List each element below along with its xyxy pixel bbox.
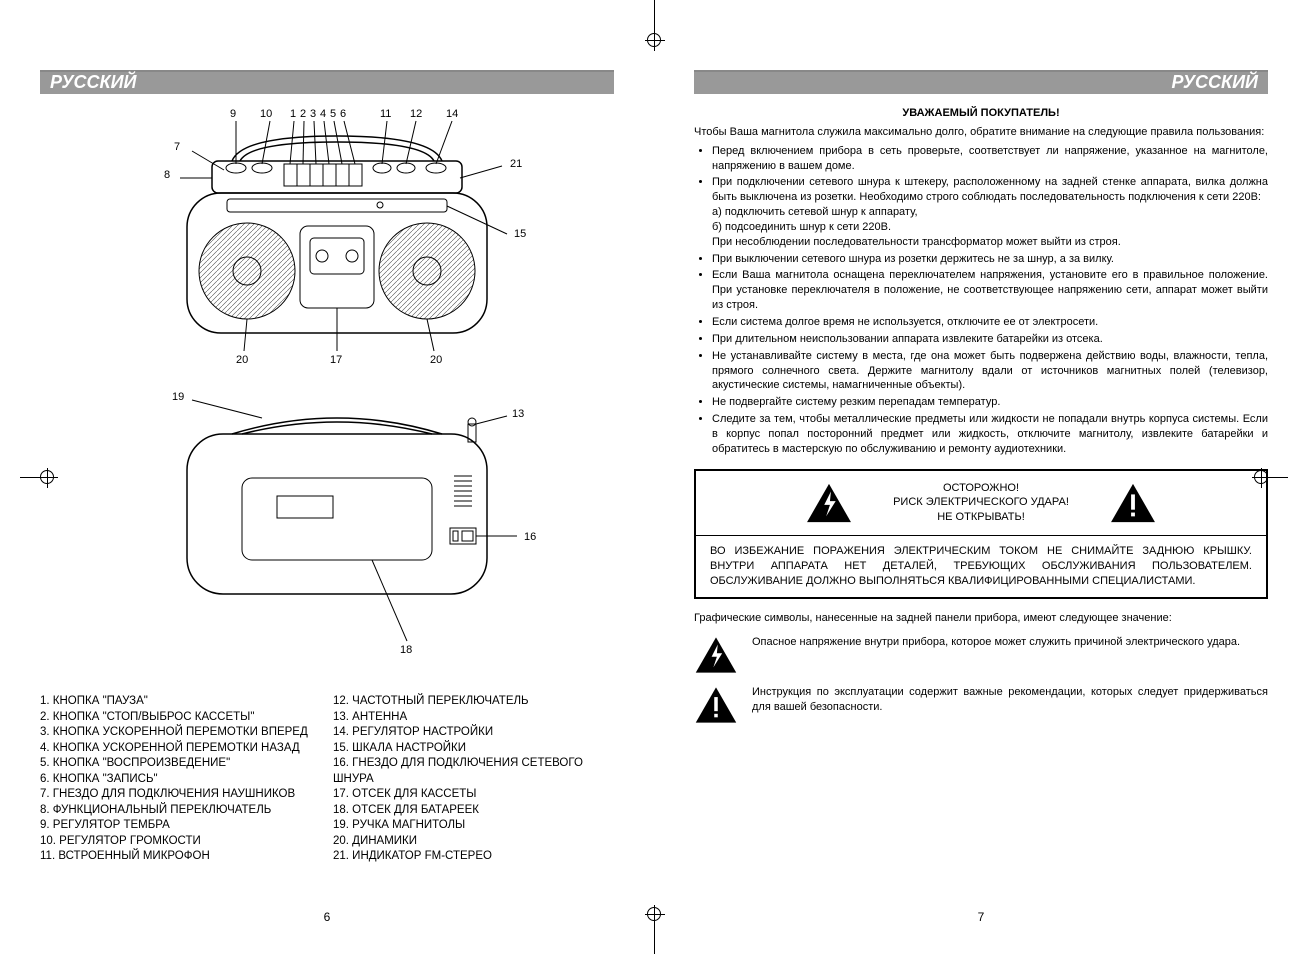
legend-item: 21. ИНДИКАТОР FM-СТЕРЕО xyxy=(333,849,614,865)
usage-rules-list: Перед включением прибора в сеть проверьт… xyxy=(694,144,1268,457)
legend-item: 19. РУЧКА МАГНИТОЛЫ xyxy=(333,818,614,834)
symbol-row-exclamation: Инструкция по эксплуатации содержит важн… xyxy=(694,685,1268,725)
boombox-back-diagram xyxy=(172,406,502,686)
callout-7: 7 xyxy=(174,141,180,153)
boombox-front-diagram xyxy=(172,126,502,386)
legend-item: 6. КНОПКА "ЗАПИСЬ" xyxy=(40,772,321,788)
legend-item: 11. ВСТРОЕННЫЙ МИКРОФОН xyxy=(40,849,321,865)
legend-item: 16. ГНЕЗДО ДЛЯ ПОДКЛЮЧЕНИЯ СЕТЕВОГО ШНУР… xyxy=(333,756,614,787)
rule-item: Не устанавливайте систему в места, где о… xyxy=(712,349,1268,394)
language-bar-left: РУССКИЙ xyxy=(40,70,614,94)
rule-item: При подключении сетевого шнура к штекеру… xyxy=(712,175,1268,249)
legend-item: 17. ОТСЕК ДЛЯ КАССЕТЫ xyxy=(333,787,614,803)
rule-item: Перед включением прибора в сеть проверьт… xyxy=(712,144,1268,174)
symbol-lightning-text: Опасное напряжение внутри прибора, котор… xyxy=(752,635,1268,650)
legend-item: 14. РЕГУЛЯТОР НАСТРОЙКИ xyxy=(333,725,614,741)
callout-3: 3 xyxy=(310,108,316,120)
rule-item: Не подвергайте систему резким перепадам … xyxy=(712,395,1268,410)
callout-20a: 20 xyxy=(236,354,248,366)
rule-subline: При несоблюдении последовательности тран… xyxy=(712,235,1268,250)
legend-item: 18. ОТСЕК ДЛЯ БАТАРЕЕК xyxy=(333,803,614,819)
legend-item: 8. ФУНКЦИОНАЛЬНЫЙ ПЕРЕКЛЮЧАТЕЛЬ xyxy=(40,803,321,819)
callout-5: 5 xyxy=(330,108,336,120)
rule-item: Следите за тем, чтобы металлические пред… xyxy=(712,412,1268,457)
warning-caution-text: ОСТОРОЖНО!РИСК ЭЛЕКТРИЧЕСКОГО УДАРА!НЕ О… xyxy=(893,481,1069,526)
rule-subline: б) подсоединить шнур к сети 220В. xyxy=(712,220,1268,235)
symbol-exclamation-text: Инструкция по эксплуатации содержит важн… xyxy=(752,685,1268,715)
diagram-area: 7 8 9 10 1 2 3 4 5 6 11 12 14 21 15 17 2… xyxy=(112,106,542,686)
symbols-intro: Графические символы, нанесенные на задне… xyxy=(694,611,1268,626)
legend-item: 15. ШКАЛА НАСТРОЙКИ xyxy=(333,741,614,757)
page-7: РУССКИЙ УВАЖАЕМЫЙ ПОКУПАТЕЛЬ! Чтобы Ваша… xyxy=(654,0,1308,954)
page-6: РУССКИЙ xyxy=(0,0,654,954)
callout-14: 14 xyxy=(446,108,458,120)
legend-item: 1. КНОПКА "ПАУЗА" xyxy=(40,694,321,710)
rule-item: Если Ваша магнитола оснащена переключате… xyxy=(712,268,1268,313)
callout-21: 21 xyxy=(510,158,522,170)
callout-19: 19 xyxy=(172,391,184,403)
exclamation-icon xyxy=(694,685,738,725)
legend-item: 4. КНОПКА УСКОРЕННОЙ ПЕРЕМОТКИ НАЗАД xyxy=(40,741,321,757)
lightning-icon xyxy=(805,482,853,524)
rule-subline: а) подключить сетевой шнур к аппарату, xyxy=(712,205,1268,220)
legend-item: 10. РЕГУЛЯТОР ГРОМКОСТИ xyxy=(40,834,321,850)
language-bar-right: РУССКИЙ xyxy=(694,70,1268,94)
legend-item: 20. ДИНАМИКИ xyxy=(333,834,614,850)
rule-item: Если система долгое время не используетс… xyxy=(712,315,1268,330)
lightning-icon xyxy=(694,635,738,675)
page-number-6: 6 xyxy=(324,910,331,924)
callout-16: 16 xyxy=(524,531,536,543)
parts-legend: 1. КНОПКА "ПАУЗА"2. КНОПКА "СТОП/ВЫБРОС … xyxy=(40,694,614,865)
body-text: УВАЖАЕМЫЙ ПОКУПАТЕЛЬ! Чтобы Ваша магнито… xyxy=(694,106,1268,725)
warning-bottom-text: ВО ИЗБЕЖАНИЕ ПОРАЖЕНИЯ ЭЛЕКТРИЧЕСКИМ ТОК… xyxy=(696,536,1266,597)
warning-box: ОСТОРОЖНО!РИСК ЭЛЕКТРИЧЕСКОГО УДАРА!НЕ О… xyxy=(694,469,1268,599)
callout-13: 13 xyxy=(512,408,524,420)
legend-item: 7. ГНЕЗДО ДЛЯ ПОДКЛЮЧЕНИЯ НАУШНИКОВ xyxy=(40,787,321,803)
page-number-7: 7 xyxy=(978,910,985,924)
legend-item: 2. КНОПКА "СТОП/ВЫБРОС КАССЕТЫ" xyxy=(40,710,321,726)
callout-15: 15 xyxy=(514,228,526,240)
callout-11: 11 xyxy=(380,108,391,120)
rule-item: При длительном неиспользовании аппарата … xyxy=(712,332,1268,347)
callout-2: 2 xyxy=(300,108,306,120)
legend-item: 5. КНОПКА "ВОСПРОИЗВЕДЕНИЕ" xyxy=(40,756,321,772)
callout-20b: 20 xyxy=(430,354,442,366)
callout-6: 6 xyxy=(340,108,346,120)
legend-item: 3. КНОПКА УСКОРЕННОЙ ПЕРЕМОТКИ ВПЕРЕД xyxy=(40,725,321,741)
rule-item: При выключении сетевого шнура из розетки… xyxy=(712,252,1268,267)
callout-4: 4 xyxy=(320,108,326,120)
callout-10: 10 xyxy=(260,108,272,120)
legend-item: 9. РЕГУЛЯТОР ТЕМБРА xyxy=(40,818,321,834)
dear-customer-heading: УВАЖАЕМЫЙ ПОКУПАТЕЛЬ! xyxy=(694,106,1268,121)
callout-12: 12 xyxy=(410,108,422,120)
symbol-row-lightning: Опасное напряжение внутри прибора, котор… xyxy=(694,635,1268,675)
callout-17: 17 xyxy=(330,354,342,366)
callout-18: 18 xyxy=(400,644,412,656)
legend-item: 13. АНТЕННА xyxy=(333,710,614,726)
callout-1: 1 xyxy=(290,108,296,120)
exclamation-icon xyxy=(1109,482,1157,524)
intro-text: Чтобы Ваша магнитола служила максимально… xyxy=(694,125,1268,140)
legend-item: 12. ЧАСТОТНЫЙ ПЕРЕКЛЮЧАТЕЛЬ xyxy=(333,694,614,710)
callout-9: 9 xyxy=(230,108,236,120)
callout-8: 8 xyxy=(164,169,170,181)
